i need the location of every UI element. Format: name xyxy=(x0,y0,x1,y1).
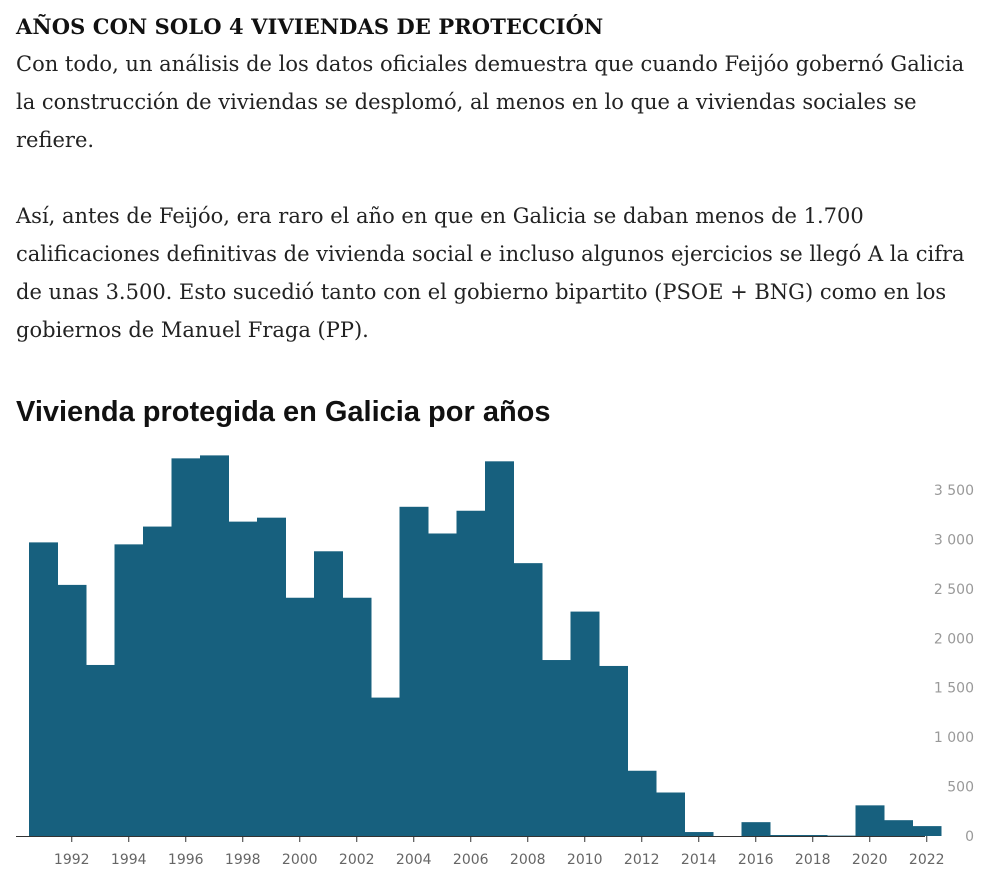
bar-2016 xyxy=(741,822,771,836)
article-body: AÑOS CON SOLO 4 VIVIENDAS DE PROTECCIÓN … xyxy=(16,14,986,349)
y-tick-label-2000: 2 000 xyxy=(934,631,974,647)
bar-2003 xyxy=(371,697,400,836)
bar-chart: 1992 1994 1996 1998 2000 2002 2004 2006 2008 2010… xyxy=(16,455,974,868)
bar-2021 xyxy=(884,820,913,836)
bar-1997 xyxy=(200,455,229,836)
x-tick-label-2002: 2002 xyxy=(339,852,375,868)
bar-1991 xyxy=(29,542,58,836)
x-tick-label-1994: 1994 xyxy=(111,852,147,868)
y-tick-label-2500: 2 500 xyxy=(934,582,974,598)
x-tick-label-2006: 2006 xyxy=(453,852,489,868)
bar-2008 xyxy=(513,563,543,836)
bar-2011 xyxy=(599,665,628,836)
bar-2006 xyxy=(456,510,486,836)
bar-1993 xyxy=(86,664,115,836)
bar-1992 xyxy=(57,584,87,836)
x-tick-label-2010: 2010 xyxy=(567,852,603,868)
bar-1999 xyxy=(257,517,286,836)
x-tick-label-2004: 2004 xyxy=(396,852,432,868)
y-tick-label-500: 500 xyxy=(947,780,974,796)
bar-2004 xyxy=(399,506,429,836)
section-heading: AÑOS CON SOLO 4 VIVIENDAS DE PROTECCIÓN xyxy=(16,14,604,39)
article-paragraph-2: Así, antes de Feijóo, era raro el año en… xyxy=(16,204,965,342)
y-axis-ticks: 0 500 1 000 1 500 2 000 2 500 3 000 3 500 xyxy=(934,483,974,845)
x-tick-label-2018: 2018 xyxy=(795,852,831,868)
bar-2005 xyxy=(428,533,457,836)
bar-2007 xyxy=(485,461,514,836)
bar-2000 xyxy=(285,597,315,836)
x-tick-label-1996: 1996 xyxy=(168,852,204,868)
y-tick-label-0: 0 xyxy=(965,829,974,845)
y-tick-label-3000: 3 000 xyxy=(934,532,974,548)
y-tick-label-1000: 1 000 xyxy=(934,730,974,746)
bar-2001 xyxy=(314,551,343,836)
bar-2020 xyxy=(855,805,885,836)
bar-2013 xyxy=(656,792,685,836)
x-tick-label-2000: 2000 xyxy=(282,852,318,868)
x-tick-label-2020: 2020 xyxy=(852,852,888,868)
x-tick-label-2014: 2014 xyxy=(681,852,717,868)
y-tick-label-3500: 3 500 xyxy=(934,483,974,499)
chart-title: Vivienda protegida en Galicia por años xyxy=(16,396,551,428)
bar-1996 xyxy=(171,458,201,836)
x-axis-ticks: 1992 1994 1996 1998 2000 2002 2004 2006 2008 2010… xyxy=(54,836,945,868)
bar-1995 xyxy=(143,526,172,836)
bar-2017 xyxy=(770,835,799,836)
bar-1998 xyxy=(228,521,258,836)
bars-group xyxy=(29,455,942,836)
bar-1994 xyxy=(114,544,144,836)
bar-2014 xyxy=(684,832,714,836)
bar-2010 xyxy=(570,611,600,836)
bar-2002 xyxy=(342,597,372,836)
x-tick-label-2008: 2008 xyxy=(510,852,546,868)
x-tick-label-1992: 1992 xyxy=(54,852,90,868)
bar-2018 xyxy=(798,835,828,836)
bar-2022 xyxy=(912,826,942,836)
x-tick-label-1998: 1998 xyxy=(225,852,261,868)
bar-2012 xyxy=(627,770,657,836)
bar-2009 xyxy=(542,660,571,836)
y-tick-label-1500: 1 500 xyxy=(934,681,974,697)
x-tick-label-2016: 2016 xyxy=(738,852,774,868)
x-tick-label-2022: 2022 xyxy=(909,852,945,868)
article-paragraph-1: Con todo, un análisis de los datos ofici… xyxy=(16,52,965,152)
x-tick-label-2012: 2012 xyxy=(624,852,660,868)
